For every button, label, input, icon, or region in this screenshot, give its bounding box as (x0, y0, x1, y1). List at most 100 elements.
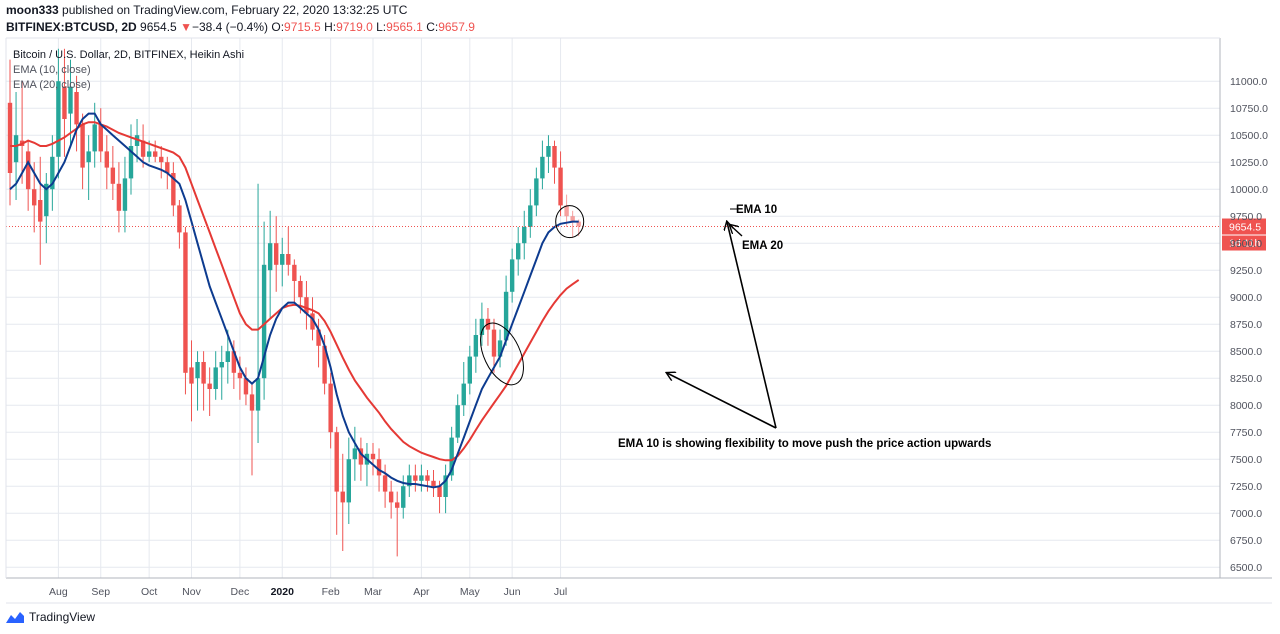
candle-body (249, 394, 255, 411)
y-tick-label: 7500.0 (1230, 454, 1262, 466)
candle (50, 135, 55, 211)
open-label: O: (271, 20, 285, 34)
tradingview-logo-icon (6, 611, 24, 623)
candle-body (473, 335, 479, 357)
candle (388, 480, 394, 519)
candle-body (153, 151, 158, 157)
candle (413, 464, 418, 492)
low-label: L: (376, 20, 387, 34)
candle-body (50, 156, 55, 190)
y-tick-label: 9500.0 (1230, 238, 1262, 250)
candle (219, 345, 224, 400)
x-tick-label: Jun (504, 586, 521, 598)
candle-body (376, 459, 382, 476)
candle (207, 367, 212, 416)
author-name[interactable]: moon333 (6, 3, 59, 17)
candle-body (570, 216, 575, 222)
candle (249, 383, 255, 476)
close-label: C: (426, 20, 439, 34)
candle (382, 464, 388, 508)
ema10-line (9, 112, 579, 489)
candle (497, 329, 503, 368)
candle-body (219, 362, 224, 368)
candle (334, 426, 339, 535)
candle-body (292, 264, 297, 281)
candle (56, 48, 61, 179)
candle-body (80, 124, 85, 168)
candle-body (201, 362, 206, 384)
candle-body (231, 351, 237, 373)
candle (558, 151, 563, 217)
highlight-ellipse (555, 205, 585, 239)
candle-body (522, 227, 527, 244)
candle-body (431, 480, 436, 487)
candle (140, 124, 146, 168)
x-tick-label: Dec (231, 586, 250, 598)
candle-body (395, 502, 400, 508)
candle (134, 119, 140, 163)
candle (128, 124, 134, 195)
candle (407, 464, 412, 497)
y-tick-label: 9750.0 (1230, 211, 1262, 223)
x-tick-label: Nov (182, 586, 201, 598)
y-tick-label: 10750.0 (1230, 103, 1268, 115)
candle-body (509, 259, 515, 292)
candle-body (322, 345, 327, 384)
x-tick-label: Oct (141, 586, 157, 598)
candle (171, 162, 176, 217)
candle-body (165, 162, 170, 173)
candle (455, 394, 460, 443)
highlight-ellipse (480, 322, 524, 386)
candle-body (213, 367, 218, 389)
candle (509, 248, 515, 303)
candle-body (310, 313, 315, 330)
candle-body (195, 362, 200, 379)
candle-body (328, 383, 333, 433)
candle-body (122, 178, 128, 211)
ema10-annotation: EMA 10 (736, 204, 777, 216)
candle-body (304, 297, 309, 314)
annotation-layer: 9654.5 1d 11h EMA 10 EMA 20 EMA 10 is showin… (6, 204, 1266, 450)
candle (352, 426, 358, 481)
candle-body (255, 378, 261, 411)
candle-body (407, 475, 412, 487)
legend-ema10: EMA (10, close) (13, 64, 91, 76)
candle (189, 340, 194, 422)
candle (213, 351, 218, 400)
candle (80, 113, 85, 190)
candle-body (38, 200, 43, 222)
candle-body (25, 151, 31, 190)
candle-body (92, 124, 97, 152)
y-tick-label: 7000.0 (1230, 508, 1262, 520)
candle-body (140, 140, 146, 157)
candle (564, 194, 569, 227)
candle (346, 437, 351, 524)
candle (38, 156, 43, 265)
published-text: published on TradingView.com, February 2… (62, 3, 408, 17)
candle-body (298, 281, 303, 298)
candle (358, 437, 364, 481)
candle (280, 237, 285, 287)
y-tick-label: 11000.0 (1230, 76, 1267, 88)
candle-body (467, 356, 472, 384)
candle-body (261, 264, 267, 379)
candle (153, 140, 158, 163)
candle-body (243, 378, 249, 395)
candle (528, 189, 533, 238)
candle-body (134, 135, 140, 146)
candle-body (528, 205, 533, 227)
footer-brand[interactable]: TradingView (6, 610, 95, 624)
y-tick-label: 9250.0 (1230, 265, 1262, 277)
candle-body (540, 156, 545, 179)
x-tick-label: Mar (364, 586, 383, 598)
candle (183, 227, 188, 395)
candle (255, 183, 261, 443)
candle (419, 464, 424, 492)
candle (62, 48, 67, 157)
chart-axes: 11000.0 10750.0 10500.0 10250.0 10000.0 9750.… (5, 37, 1272, 604)
countdown-tag (1222, 235, 1266, 251)
candle (546, 135, 551, 173)
candle-body (110, 167, 116, 184)
candle (370, 443, 376, 476)
